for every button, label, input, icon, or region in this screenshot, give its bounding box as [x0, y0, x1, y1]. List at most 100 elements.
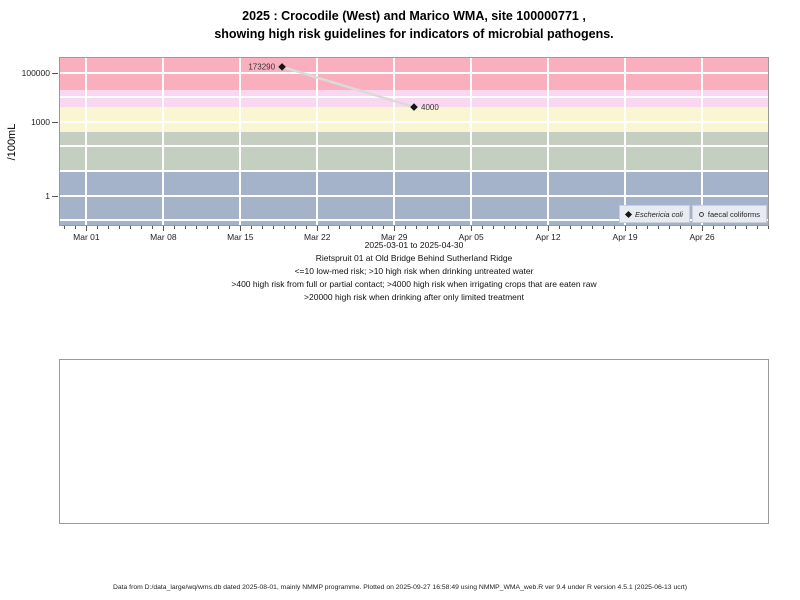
x-tick-minor	[174, 226, 176, 229]
x-tick-minor	[295, 226, 297, 229]
x-tick-minor	[361, 226, 363, 229]
x-tick-minor	[735, 226, 737, 229]
x-tick-label: Apr 26	[689, 232, 715, 242]
x-tick-major	[394, 226, 396, 231]
x-tick-minor	[515, 226, 517, 229]
risk-band-high-risk-irrigating-raw-crops	[60, 89, 768, 108]
x-tick-minor	[350, 226, 352, 229]
x-tick-minor	[97, 226, 99, 229]
x-tick-minor	[207, 226, 209, 229]
open-circle-icon	[698, 211, 704, 217]
y-tick-mark	[52, 121, 58, 123]
x-tick-major	[163, 226, 165, 231]
x-tick-minor	[141, 226, 143, 229]
x-tick-minor	[383, 226, 385, 229]
x-tick-minor	[75, 226, 77, 229]
x-tick-minor	[658, 226, 660, 229]
x-tick-minor	[460, 226, 462, 229]
caption-guideline-3: >20000 high risk when drinking after onl…	[304, 292, 524, 302]
x-tick-minor	[713, 226, 715, 229]
x-tick-minor	[493, 226, 495, 229]
gridline-vertical	[162, 58, 165, 225]
gridline-vertical	[547, 58, 550, 225]
x-tick-minor	[581, 226, 583, 229]
x-tick-label: Mar 29	[380, 232, 408, 242]
x-tick-major	[702, 226, 704, 231]
x-tick-major	[240, 226, 242, 231]
x-tick-minor	[746, 226, 747, 229]
x-tick-minor	[614, 226, 616, 229]
data-points-layer: 173290 4000	[248, 63, 439, 112]
x-tick-minor	[229, 226, 231, 229]
gridline-vertical	[85, 58, 88, 225]
gridline-vertical	[624, 58, 627, 225]
x-tick-major	[625, 226, 627, 231]
x-tick-minor	[251, 226, 253, 229]
x-tick-minor	[284, 226, 286, 229]
x-tick-minor	[130, 226, 132, 229]
gridline-horizontal	[60, 219, 768, 222]
y-tick-label: 1000	[31, 116, 50, 127]
x-tick-minor	[438, 226, 440, 229]
x-tick-minor	[185, 226, 187, 229]
x-tick-minor	[757, 226, 758, 229]
x-tick-minor	[218, 226, 220, 229]
x-tick-minor	[64, 226, 66, 229]
x-tick-minor	[526, 226, 528, 229]
x-tick-minor	[108, 226, 110, 229]
x-tick-minor	[691, 226, 693, 229]
x-tick-minor	[262, 226, 264, 229]
legend-label: faecal coliforms	[707, 209, 760, 219]
x-tick-minor	[570, 226, 572, 229]
x-tick-minor	[636, 226, 638, 229]
plot-area: 173290 4000 Eschericia coli faecal colifo…	[59, 57, 769, 226]
x-tick-minor	[449, 226, 451, 229]
x-tick-minor	[405, 226, 407, 229]
caption-guideline-2: >400 high risk from full or partial cont…	[231, 279, 597, 289]
x-tick-minor	[647, 226, 649, 229]
gridline-vertical	[701, 58, 704, 225]
x-tick-minor	[416, 226, 418, 229]
y-tick-mark	[52, 195, 58, 197]
gridline-horizontal	[60, 169, 768, 172]
chart-title-line1: 2025 : Crocodile (West) and Marico WMA, …	[242, 9, 586, 23]
x-tick-major	[471, 226, 473, 231]
gridline-horizontal	[60, 145, 768, 148]
x-tick-major	[548, 226, 550, 231]
x-tick-minor	[669, 226, 671, 229]
x-tick-major	[317, 226, 319, 231]
x-tick-minor	[427, 226, 429, 229]
legend-item-faecal-coliforms: faecal coliforms	[691, 205, 767, 223]
x-tick-label: Mar 15	[227, 232, 254, 242]
gridline-horizontal	[60, 120, 768, 123]
x-tick-minor	[119, 226, 121, 229]
gridline-horizontal	[60, 71, 768, 74]
caption-guideline-1: <=10 low-med risk; >10 high risk when dr…	[294, 266, 534, 276]
x-tick-minor	[768, 226, 769, 229]
gridline-vertical	[393, 58, 396, 225]
data-point-label: 173290	[248, 63, 275, 72]
footer-provenance-text: Data from D:/data_large/wq/wms.db dated …	[112, 584, 688, 591]
x-tick-minor	[306, 226, 308, 229]
series-connector-line	[281, 65, 415, 109]
y-tick-label: 1	[45, 190, 50, 201]
data-point-diamond	[278, 63, 286, 71]
risk-band-high-risk-untreated-drinking	[60, 131, 768, 171]
y-tick-label: 100000	[21, 67, 50, 78]
x-tick-label: Apr 19	[612, 232, 638, 242]
x-tick-minor	[559, 226, 561, 229]
x-tick-label: Apr 05	[458, 232, 484, 242]
x-tick-minor	[339, 226, 341, 229]
x-tick-label: Mar 08	[150, 232, 177, 242]
data-point-label: 4000	[421, 103, 439, 112]
legend-item-eschericia-coli: Eschericia coli	[618, 205, 690, 223]
x-tick-minor	[152, 226, 154, 229]
caption-site-name: Rietspruit 01 at Old Bridge Behind Suthe…	[315, 253, 513, 263]
x-tick-minor	[603, 226, 605, 229]
chart-caption: 2025-03-01 to 2025-04-30 Rietspruit 01 a…	[59, 239, 769, 304]
y-tick-mark	[52, 72, 58, 74]
gridline-vertical	[239, 58, 242, 225]
caption-date-range: 2025-03-01 to 2025-04-30	[364, 240, 464, 250]
x-tick-minor	[680, 226, 682, 229]
y-axis-title: /100mL	[6, 123, 18, 161]
